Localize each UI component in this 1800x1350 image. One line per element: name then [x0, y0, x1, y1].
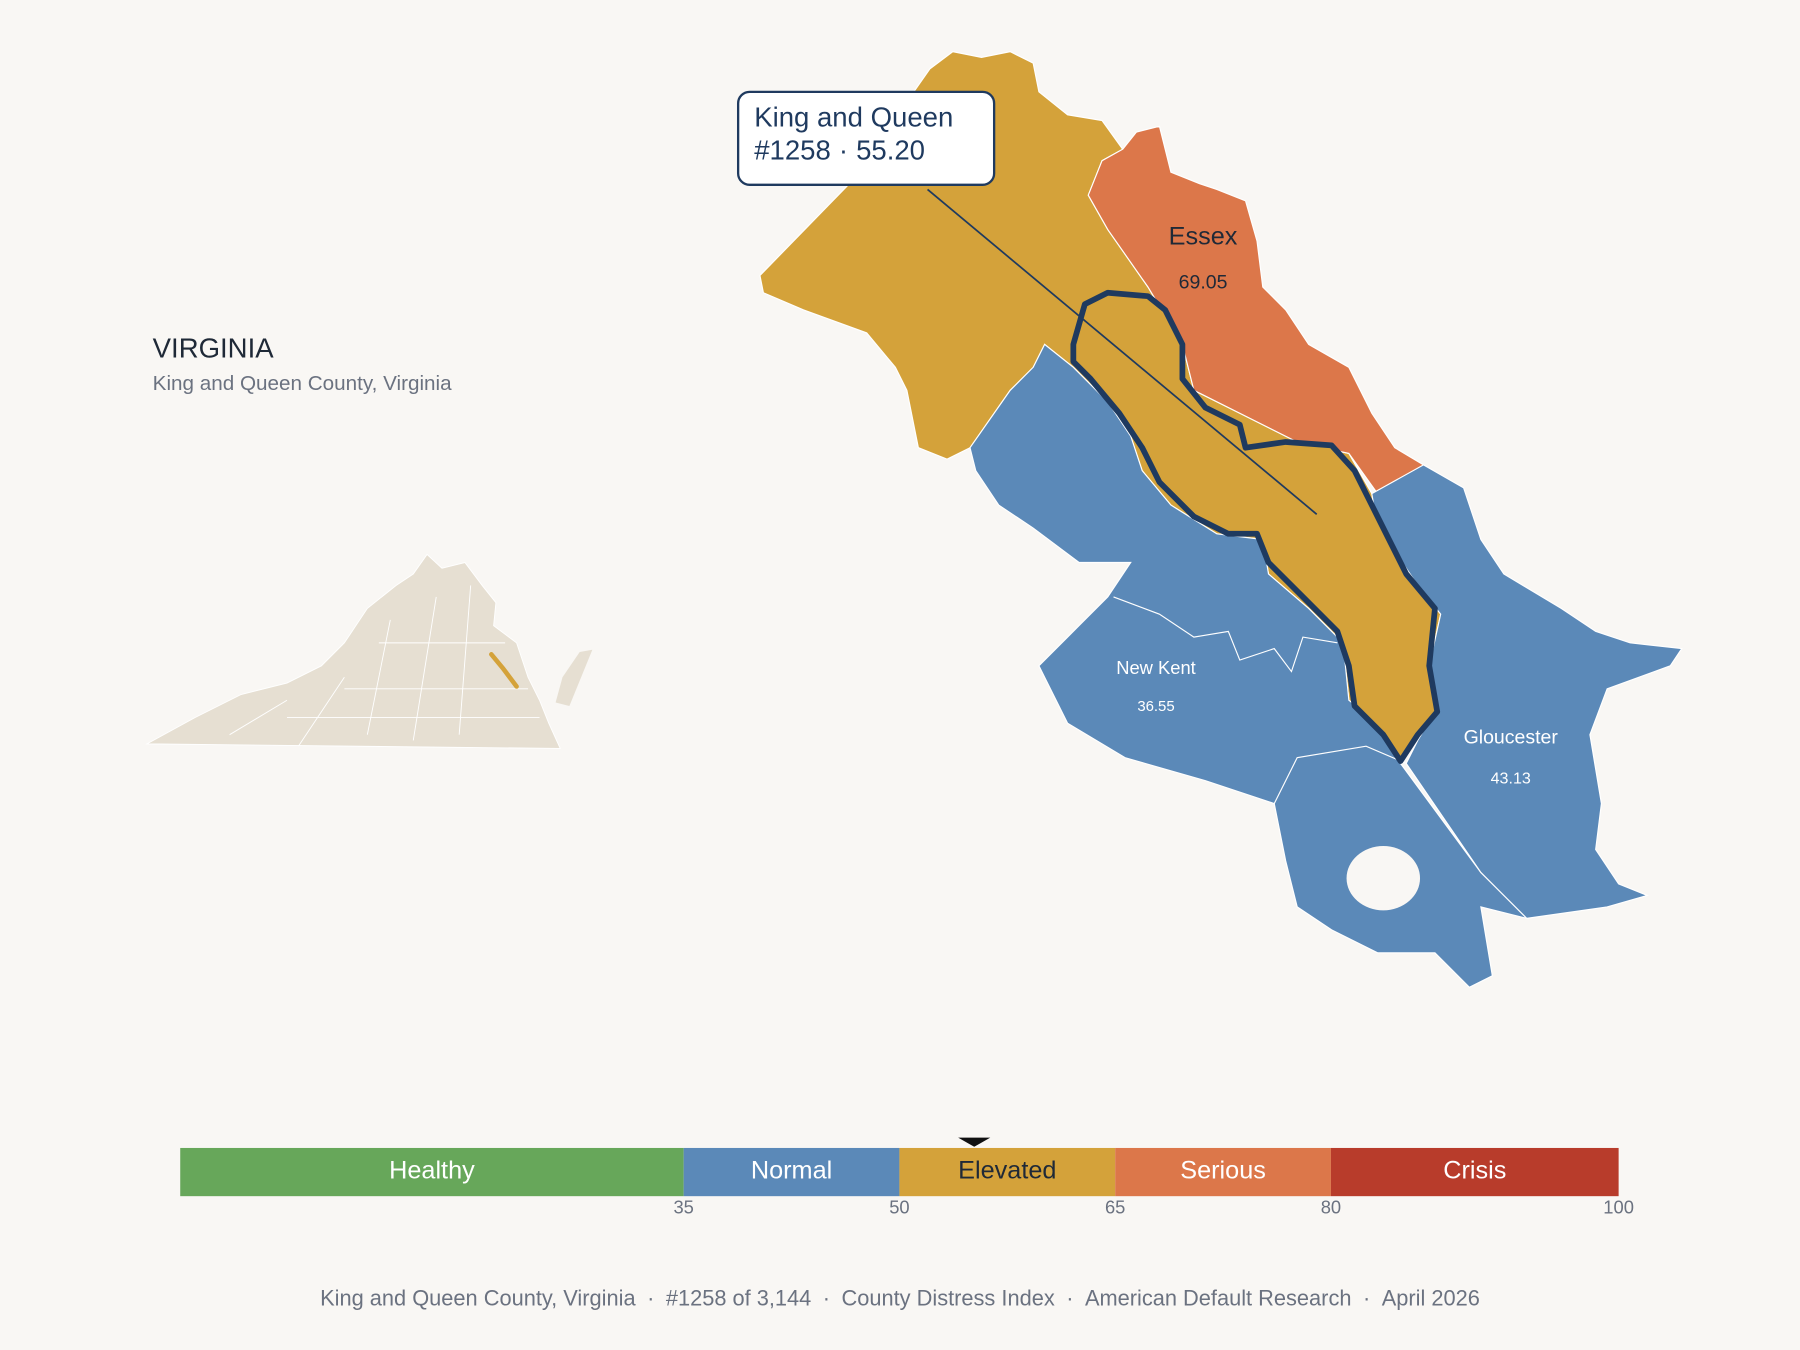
- county-score: 69.05: [1179, 272, 1228, 294]
- county-labels: Essex 69.05 New Kent 36.55 Gloucester 43.13: [1116, 222, 1558, 787]
- scale-tick-label: 100: [1603, 1197, 1634, 1218]
- scale-tick-label: 80: [1321, 1197, 1341, 1218]
- county-shape: [1371, 464, 1683, 919]
- scale-band: [1330, 1147, 1619, 1197]
- county-highlight: [489, 652, 519, 689]
- scale-band: [1115, 1147, 1331, 1197]
- scale-tick-label: 65: [1105, 1197, 1125, 1218]
- county-name: New Kent: [1116, 657, 1196, 678]
- footer-item: American Default Research: [1085, 1285, 1352, 1310]
- state-shape: [555, 649, 593, 706]
- scale-tick-label: 35: [673, 1197, 693, 1218]
- footer-item: County Distress Index: [842, 1285, 1055, 1310]
- county-score: 43.13: [1491, 770, 1531, 788]
- callout-title: King and Queen: [754, 102, 953, 133]
- scale-band-label: Serious: [1180, 1157, 1266, 1185]
- distress-scale: Healthy Normal Elevated Serious Crisis 35 50 65…: [180, 1137, 1634, 1218]
- scale-band-label: Elevated: [958, 1157, 1056, 1185]
- scale-band-label: Crisis: [1443, 1157, 1506, 1185]
- callout-leader: [926, 188, 1318, 515]
- footer-item: #1258 of 3,144: [666, 1285, 811, 1310]
- state-shape: [145, 553, 561, 749]
- callout-rank: #1258: [754, 135, 831, 166]
- county-score: 36.55: [1137, 698, 1174, 715]
- county-name: Essex: [1169, 222, 1238, 250]
- scale-pointer: [958, 1137, 991, 1147]
- footer-item: King and Queen County, Virginia: [320, 1285, 636, 1310]
- county-name: Gloucester: [1464, 726, 1559, 748]
- scale-band: [180, 1147, 684, 1197]
- scale-band: [899, 1147, 1116, 1197]
- footer-separator: ·: [1363, 1285, 1370, 1310]
- footer-separator: ·: [647, 1285, 654, 1310]
- callout-detail: #1258 · 55.20: [754, 135, 925, 166]
- callout-score: 55.20: [856, 135, 925, 166]
- scale-tick-label: 50: [889, 1197, 909, 1218]
- water-inlet: [1346, 846, 1421, 911]
- callout-box: [736, 90, 996, 186]
- footer-item: April 2026: [1382, 1285, 1480, 1310]
- footer: King and Queen County, Virginia · #1258 of…: [320, 1285, 1480, 1310]
- county-map: [759, 51, 1683, 988]
- scale-band: [683, 1147, 900, 1197]
- selected-county[interactable]: [1070, 289, 1441, 764]
- footer-separator: ·: [1066, 1285, 1073, 1310]
- state-subtitle: King and Queen County, Virginia: [153, 372, 452, 395]
- scale-band-label: Normal: [751, 1157, 832, 1185]
- state-title: VIRGINIA: [153, 332, 275, 363]
- state-inset: [145, 553, 593, 749]
- footer-separator: ·: [823, 1285, 830, 1310]
- scale-band-label: Healthy: [389, 1157, 475, 1185]
- county-borders: [229, 585, 540, 747]
- callout-separator: ·: [839, 135, 848, 166]
- river: [1113, 596, 1338, 673]
- county-border: [1273, 745, 1407, 804]
